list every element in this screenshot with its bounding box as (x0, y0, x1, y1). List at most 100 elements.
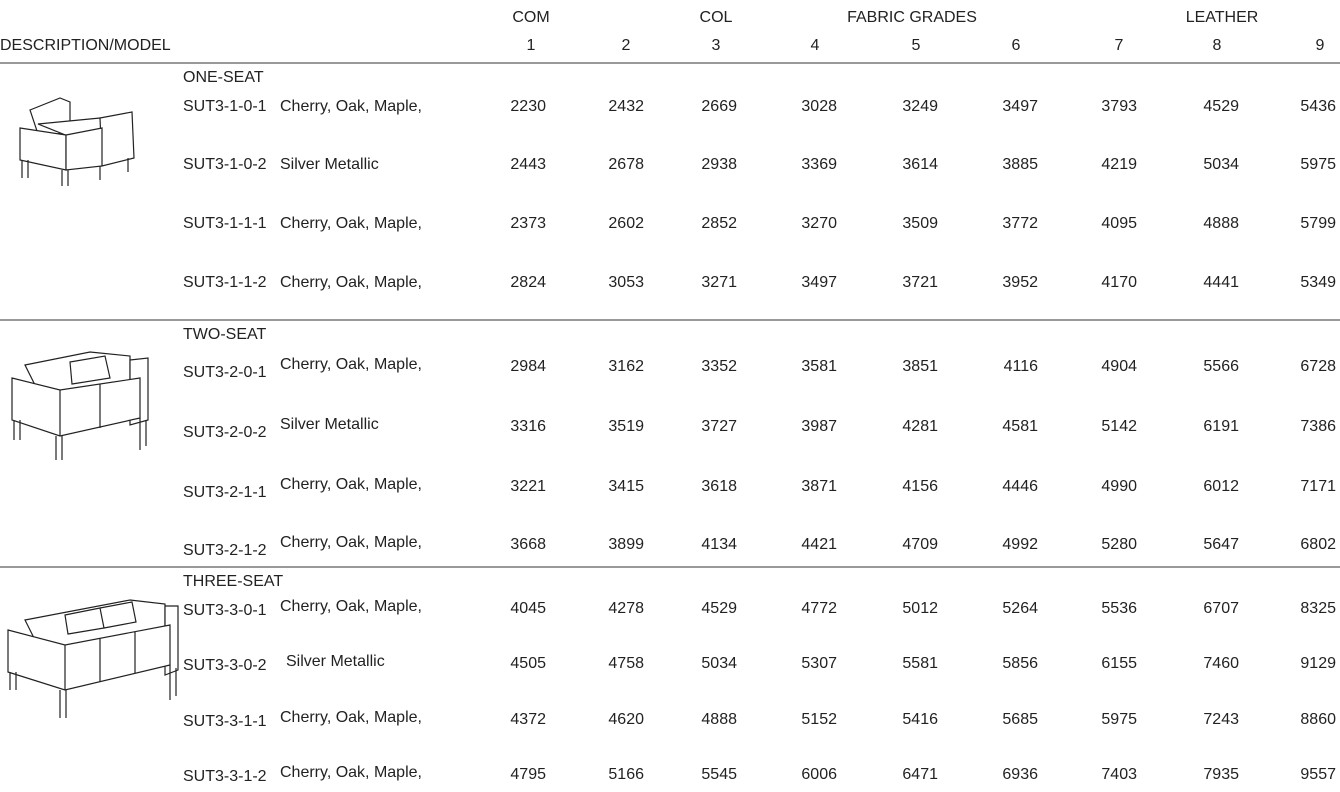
price: 2678 (608, 156, 644, 173)
group-header: LEATHER (1186, 9, 1259, 26)
price: 4529 (1203, 98, 1239, 115)
price: 4372 (510, 711, 546, 728)
model: SUT3-3-0-2 (183, 657, 267, 674)
price: 8325 (1300, 600, 1336, 617)
price: 5349 (1300, 274, 1336, 291)
model: SUT3-1-1-1 (183, 215, 267, 232)
price: 5034 (1203, 156, 1239, 173)
price: 5799 (1300, 215, 1336, 232)
three-seat-sketch (7, 599, 179, 718)
price: 3053 (608, 274, 644, 291)
price: 3352 (701, 358, 737, 375)
section-title: ONE-SEAT (183, 69, 264, 86)
column-header: 3 (712, 37, 721, 54)
model: SUT3-1-0-2 (183, 156, 267, 173)
price: 7935 (1203, 766, 1239, 783)
price: 7243 (1203, 711, 1239, 728)
price: 4421 (801, 536, 837, 553)
section-title: THREE-SEAT (183, 573, 283, 590)
finish: Cherry, Oak, Maple, (280, 476, 422, 493)
price: 4888 (1203, 215, 1239, 232)
price: 4758 (608, 655, 644, 672)
model: SUT3-2-0-2 (183, 424, 267, 441)
price: 5280 (1101, 536, 1137, 553)
price: 5975 (1101, 711, 1137, 728)
price: 2852 (701, 215, 737, 232)
group-header: COM (512, 9, 549, 26)
finish: Silver Metallic (280, 156, 379, 173)
finish: Cherry, Oak, Maple, (280, 598, 422, 615)
model: SUT3-1-1-2 (183, 274, 267, 291)
price: 3952 (1002, 274, 1038, 291)
price: 4095 (1101, 215, 1137, 232)
price: 6191 (1203, 418, 1239, 435)
price: 4904 (1101, 358, 1137, 375)
finish: Cherry, Oak, Maple, (280, 274, 422, 291)
price: 2230 (510, 98, 546, 115)
price: 5264 (1002, 600, 1038, 617)
price: 3871 (801, 478, 837, 495)
price: 3772 (1002, 215, 1038, 232)
price: 6471 (902, 766, 938, 783)
description-header: DESCRIPTION/MODEL (0, 37, 171, 54)
finish: Silver Metallic (286, 653, 385, 670)
price: 3721 (902, 274, 938, 291)
price: 4992 (1002, 536, 1038, 553)
price: 2373 (510, 215, 546, 232)
price: 4446 (1002, 478, 1038, 495)
price: 5856 (1002, 655, 1038, 672)
price: 5142 (1101, 418, 1137, 435)
price: 6728 (1300, 358, 1336, 375)
price: 6802 (1300, 536, 1336, 553)
price: 4620 (608, 711, 644, 728)
two-seat-sketch (11, 351, 149, 460)
price: 9557 (1300, 766, 1336, 783)
finish: Cherry, Oak, Maple, (280, 215, 422, 232)
price: 4709 (902, 536, 938, 553)
price: 4581 (1002, 418, 1038, 435)
price: 4170 (1101, 274, 1137, 291)
price: 4795 (510, 766, 546, 783)
price: 4278 (608, 600, 644, 617)
column-header: 4 (811, 37, 820, 54)
price: 5566 (1203, 358, 1239, 375)
price: 5012 (902, 600, 938, 617)
price: 3519 (608, 418, 644, 435)
price: 3793 (1101, 98, 1137, 115)
price: 3249 (902, 98, 938, 115)
price: 2938 (701, 156, 737, 173)
price: 3497 (801, 274, 837, 291)
model: SUT3-2-1-2 (183, 542, 267, 559)
finish: Cherry, Oak, Maple, (280, 98, 422, 115)
section-title: TWO-SEAT (183, 326, 266, 343)
price: 3668 (510, 536, 546, 553)
price: 3851 (902, 358, 938, 375)
finish: Cherry, Oak, Maple, (280, 534, 422, 551)
price: 6012 (1203, 478, 1239, 495)
price: 2432 (608, 98, 644, 115)
price: 7386 (1300, 418, 1336, 435)
price: 3369 (801, 156, 837, 173)
price: 3028 (801, 98, 837, 115)
price: 7460 (1203, 655, 1239, 672)
price: 4529 (701, 600, 737, 617)
price: 4045 (510, 600, 546, 617)
price: 3497 (1002, 98, 1038, 115)
column-header: 7 (1115, 37, 1124, 54)
model: SUT3-2-1-1 (183, 484, 267, 501)
price: 9129 (1300, 655, 1336, 672)
price: 5685 (1002, 711, 1038, 728)
price: 5034 (701, 655, 737, 672)
price: 4888 (701, 711, 737, 728)
price: 6936 (1002, 766, 1038, 783)
price: 6006 (801, 766, 837, 783)
model: SUT3-3-0-1 (183, 602, 267, 619)
price: 7403 (1101, 766, 1137, 783)
price: 6707 (1203, 600, 1239, 617)
column-header: 1 (527, 37, 536, 54)
price: 7171 (1300, 478, 1336, 495)
group-header: FABRIC GRADES (847, 9, 977, 26)
price: 5647 (1203, 536, 1239, 553)
price: 4116 (1004, 358, 1039, 375)
